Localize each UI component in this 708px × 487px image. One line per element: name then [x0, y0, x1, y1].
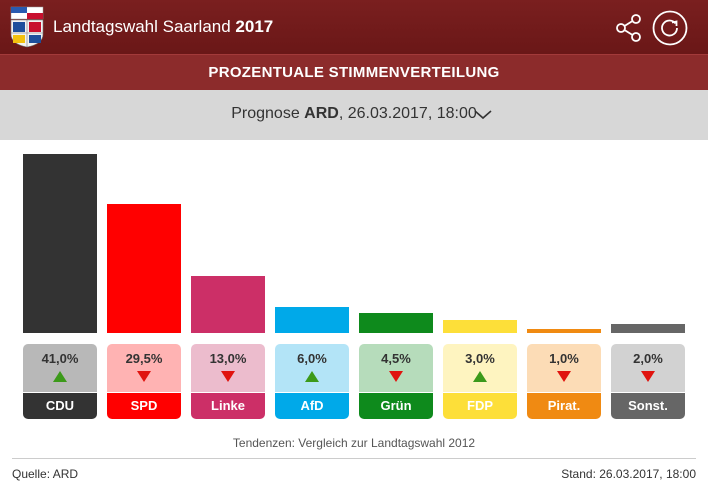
bar-pirat[interactable] [527, 328, 601, 333]
value-label-spd: 29,5% [125, 351, 163, 366]
forecast-date: , 26.03.2017, 18:00 [338, 105, 477, 122]
trend-down-icon [557, 371, 571, 382]
value-card-grün: 4,5% [359, 344, 433, 392]
value-label-sonst: 2,0% [633, 351, 663, 366]
bar-spd[interactable] [107, 204, 181, 333]
party-label-afd: AfD [275, 393, 349, 419]
share-icon[interactable] [614, 13, 644, 43]
trend-note: Tendenzen: Vergleich zur Landtagswahl 20… [232, 436, 476, 450]
trend-up-icon [53, 371, 67, 382]
party-label-spd: SPD [107, 393, 181, 419]
party-label-sonst: Sonst. [611, 393, 685, 419]
trend-down-icon [641, 371, 655, 382]
forecast-selector[interactable]: Prognose ARD, 26.03.2017, 18:00 [0, 90, 708, 140]
section-title: PROZENTUALE STIMMENVERTEILUNG [0, 54, 708, 90]
section-title-text: PROZENTUALE STIMMENVERTEILUNG [208, 64, 500, 81]
trend-down-icon [137, 371, 151, 382]
party-label-fdp: FDP [443, 393, 517, 419]
chevron-down-icon[interactable] [474, 110, 492, 120]
title-text: Landtagswahl Saarland [53, 17, 231, 36]
party-label-grün: Grün [359, 393, 433, 419]
bar-sonst[interactable] [611, 324, 685, 333]
value-label-fdp: 3,0% [465, 351, 495, 366]
bar-linke[interactable] [191, 276, 265, 333]
value-label-cdu: 41,0% [41, 351, 79, 366]
app-title: Landtagswahl Saarland 2017 [53, 17, 273, 37]
value-card-sonst: 2,0% [611, 344, 685, 392]
trend-up-icon [305, 371, 319, 382]
forecast-selector-text: Prognose ARD, 26.03.2017, 18:00 [0, 105, 708, 123]
bar-afd[interactable] [275, 306, 349, 333]
value-card-afd: 6,0% [275, 344, 349, 392]
value-label-grün: 4,5% [381, 351, 411, 366]
value-label-afd: 6,0% [297, 351, 327, 366]
value-card-pirat: 1,0% [527, 344, 601, 392]
value-card-cdu: 41,0% [23, 344, 97, 392]
refresh-icon[interactable] [652, 10, 688, 46]
party-label-cdu: CDU [23, 393, 97, 419]
value-label-pirat: 1,0% [549, 351, 579, 366]
app-header: Landtagswahl Saarland 2017 [0, 0, 708, 54]
footer-divider [12, 458, 696, 459]
trend-down-icon [221, 371, 235, 382]
value-label-linke: 13,0% [209, 351, 247, 366]
bar-grün[interactable] [359, 313, 433, 333]
forecast-source: ARD [304, 105, 339, 122]
value-card-linke: 13,0% [191, 344, 265, 392]
value-card-fdp: 3,0% [443, 344, 517, 392]
party-label-linke: Linke [191, 393, 265, 419]
bar-cdu[interactable] [23, 154, 97, 333]
vote-share-chart: 41,0% CDU 29,5% SPD 13,0% Linke 6,0% AfD 4,5% Grü… [0, 140, 708, 420]
trend-up-icon [473, 371, 487, 382]
title-year: 2017 [235, 17, 274, 36]
value-card-spd: 29,5% [107, 344, 181, 392]
source-label: Quelle: ARD [12, 467, 79, 481]
party-label-pirat: Pirat. [527, 393, 601, 419]
saarland-crest-icon [10, 6, 44, 48]
bar-fdp[interactable] [443, 319, 517, 333]
trend-down-icon [389, 371, 403, 382]
forecast-prefix: Prognose [231, 105, 305, 122]
timestamp-label: Stand: 26.03.2017, 18:00 [561, 467, 696, 481]
